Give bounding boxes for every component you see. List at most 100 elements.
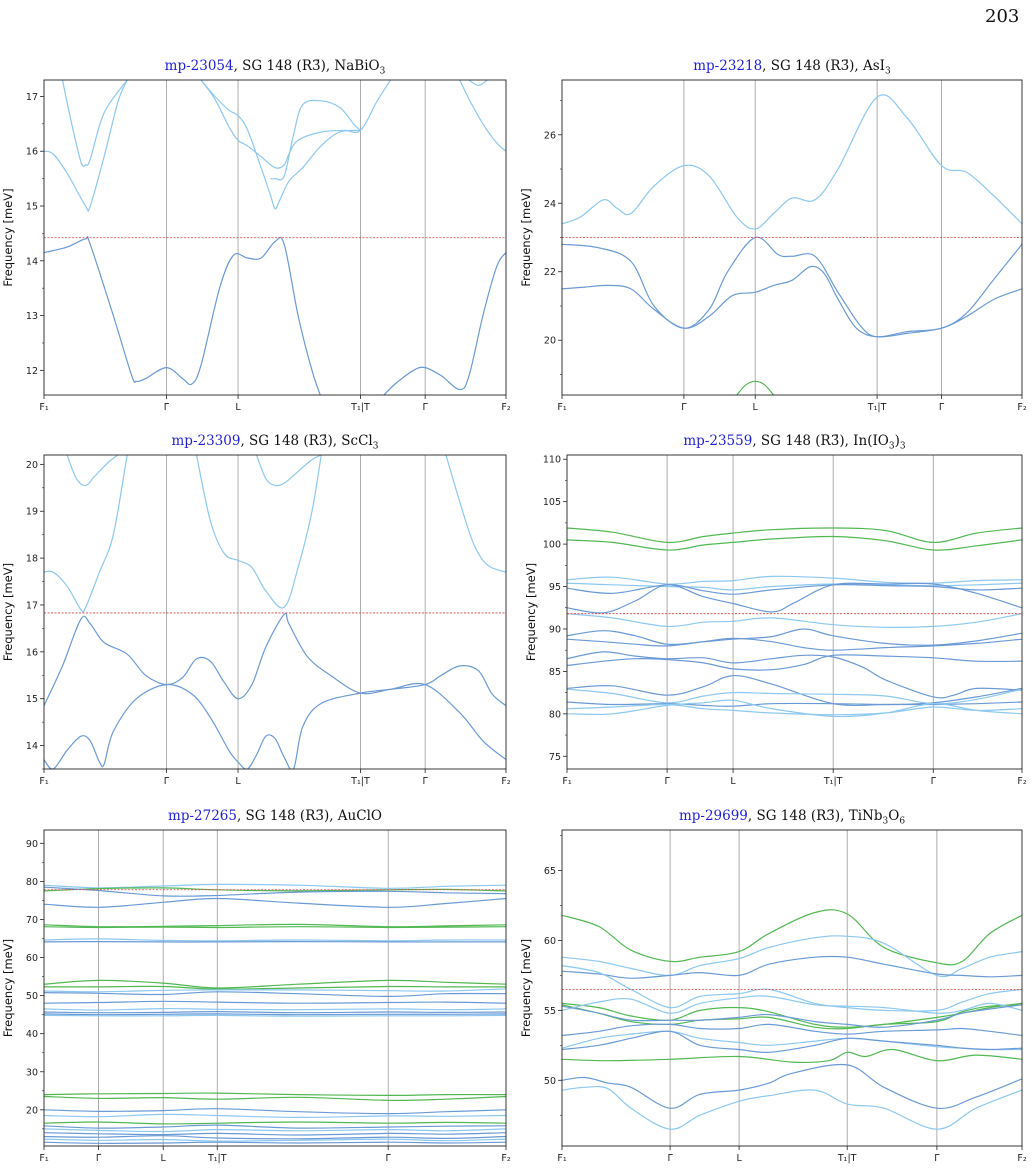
y-tick-label: 20 [26, 1105, 38, 1116]
phonon-band-5 [567, 582, 1022, 614]
phonon-band-2 [44, 886, 506, 897]
page-number: 203 [985, 6, 1020, 27]
y-tick-label: 13 [26, 311, 38, 322]
y-tick-label: 26 [544, 130, 556, 141]
x-tick-label: Γ [939, 402, 945, 413]
phonon-band-26 [44, 1138, 506, 1142]
phonon-band-2 [44, 455, 128, 613]
phonon-band-8 [468, 80, 488, 87]
phonon-band-13 [44, 1007, 506, 1011]
band-lines [562, 909, 1022, 1130]
plot-frame [43, 829, 507, 1147]
x-tick-label: Γ [96, 1153, 102, 1164]
y-tick-label: 50 [26, 991, 38, 1002]
phonon-band-8 [44, 979, 506, 989]
y-tick-label: 17 [26, 92, 38, 103]
x-tick-label: F₁ [562, 776, 571, 787]
phonon-band-15 [567, 699, 1022, 718]
phonon-band-10 [562, 1030, 1022, 1054]
x-tick-label: T₁|T [350, 402, 370, 413]
phonon-band-14 [567, 703, 1022, 716]
phonon-band-3 [44, 897, 506, 908]
y-tick-label: 90 [26, 839, 38, 850]
phonon-band-12 [567, 688, 1022, 705]
y-tick-label: 75 [549, 752, 561, 763]
phonon-band-3 [567, 582, 1022, 591]
phonon-band-0 [44, 612, 506, 707]
phonon-band-7 [562, 1004, 1022, 1028]
phonon-band-22 [44, 1124, 506, 1129]
phonon-band-1 [562, 935, 1022, 978]
y-axis-label: Frequency [meV] [519, 188, 533, 286]
x-tick-label: L [161, 1153, 167, 1164]
x-tick-label: L [235, 402, 241, 413]
phonon-band-8 [562, 1023, 1022, 1037]
phonon-band-3 [61, 80, 128, 167]
material-id-link[interactable]: mp-23218 [693, 58, 763, 74]
phonon-band-11 [567, 674, 1022, 707]
phonon-band-1 [562, 265, 1022, 338]
title-text: 3 [885, 66, 891, 77]
material-id-link[interactable]: mp-23309 [171, 433, 241, 449]
band-structure-chart: 14 15 16 17 18 19 20 F₁ Γ L T₁|T Γ F₂ Frequency [meV] [1, 454, 511, 787]
x-tick-label: Γ [667, 1153, 673, 1164]
y-tick-label: 55 [544, 1006, 556, 1017]
phonon-band-5 [255, 455, 322, 487]
band-structure-chart: 50 55 60 65 F₁ Γ L T₁|T Γ F₂ Frequency [meV] [519, 829, 1027, 1164]
y-tick-label: 85 [549, 667, 561, 678]
phonon-band-7 [567, 628, 1022, 646]
phonon-band-14 [44, 1010, 506, 1014]
y-axis-label: Frequency [meV] [1, 188, 15, 286]
phonon-band-3 [736, 380, 775, 395]
y-tick-label: 95 [549, 582, 561, 593]
plot-frame [43, 79, 507, 396]
x-tick-label: Γ [423, 402, 429, 413]
phonon-band-12 [44, 1000, 506, 1004]
material-id-link[interactable]: mp-23054 [164, 58, 234, 74]
x-tick-label: Γ [681, 402, 687, 413]
y-tick-label: 16 [26, 647, 38, 658]
title-text: 3 [888, 441, 895, 452]
phonon-band-13 [562, 1085, 1022, 1130]
phonon-band-4 [567, 584, 1022, 595]
phonon-band-5 [562, 1004, 1022, 1030]
band-structure-chart: 20 30 40 50 60 70 80 90 F₁ Γ L T₁|T Γ F₂ Frequency [me… [1, 829, 511, 1164]
x-tick-label: T₁|T [837, 1153, 857, 1164]
y-tick-label: 30 [26, 1067, 38, 1078]
panel-title: mp-23218, SG 148 (R3̄), AsI3 [562, 58, 1022, 77]
phonon-band-20 [44, 1113, 506, 1119]
y-tick-label: 65 [544, 866, 556, 877]
panel-title: mp-23054, SG 148 (R3̄), NaBiO3 [44, 58, 506, 77]
phonon-band-0 [567, 527, 1022, 544]
title-text: 6 [899, 816, 906, 827]
title-text: , SG 148 (R3̄), TiNb [747, 808, 883, 824]
plot-frame [566, 454, 1023, 770]
y-tick-label: 22 [544, 267, 556, 278]
x-tick-label: Γ [934, 1153, 940, 1164]
phonon-band-21 [44, 1121, 506, 1125]
material-id-link[interactable]: mp-27265 [168, 808, 237, 824]
plot-frame [43, 454, 507, 770]
phonon-band-3 [562, 965, 1022, 1012]
material-id-link[interactable]: mp-23559 [683, 433, 753, 449]
plot-frame [561, 79, 1023, 396]
phonon-band-7 [459, 80, 506, 152]
title-text: , SG 148 (R3̄), AuClO [236, 808, 382, 824]
x-tick-label: Γ [164, 402, 170, 413]
phonon-band-16 [44, 1014, 506, 1017]
phonon-band-8 [567, 637, 1022, 651]
phonon-band-6 [567, 613, 1022, 629]
phonon-band-2 [562, 955, 1022, 979]
material-id-link[interactable]: mp-29699 [678, 808, 748, 824]
y-tick-label: 80 [549, 709, 561, 720]
x-tick-label: F₁ [557, 402, 566, 413]
x-tick-label: Γ [931, 776, 937, 787]
phonon-band-10 [44, 988, 506, 993]
y-tick-label: 14 [26, 256, 38, 267]
band-structure-panel: mp-23559, SG 148 (R3̄), In(IO3)3 75 80 85 90… [517, 433, 1033, 798]
panel-title: mp-29699, SG 148 (R3̄), TiNb3O6 [562, 808, 1022, 827]
band-lines [562, 94, 1022, 395]
x-tick-label: F₂ [1017, 1153, 1026, 1164]
x-tick-label: T₁|T [350, 776, 370, 787]
x-tick-label: Γ [164, 776, 170, 787]
